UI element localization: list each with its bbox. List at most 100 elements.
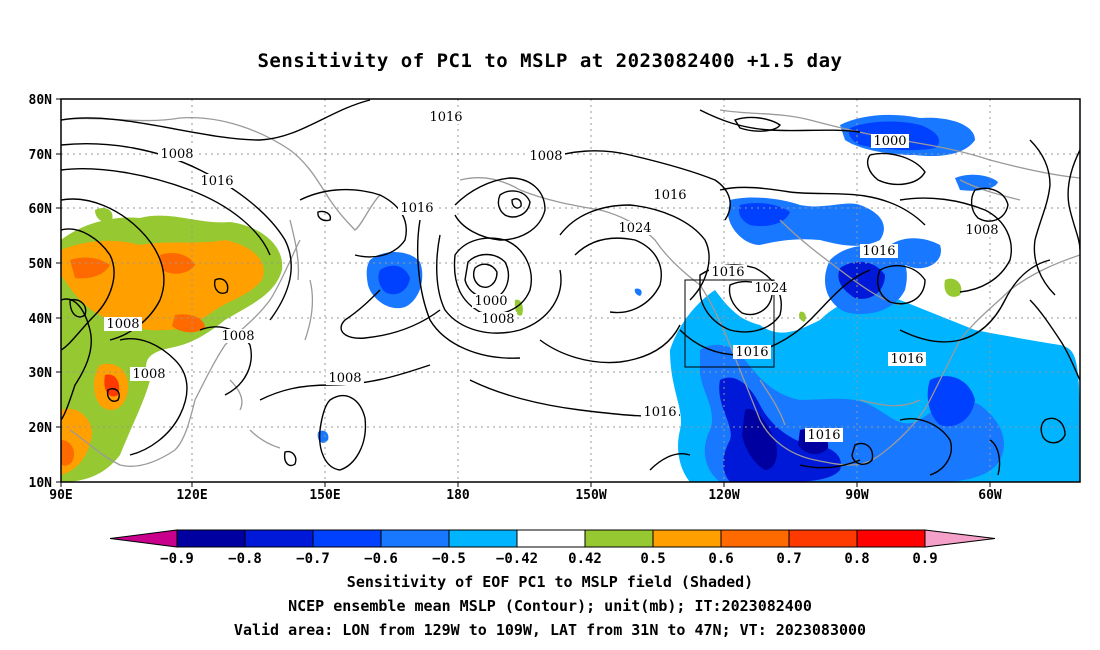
contour-label: 1008 <box>221 329 254 344</box>
contour-label-background <box>472 294 510 308</box>
contour-label: 1016 <box>643 405 676 420</box>
contour-label-background <box>427 110 465 124</box>
coastlines <box>61 109 1080 467</box>
contour-label-background <box>326 371 364 385</box>
colorbar: −0.9 −0.8 −0.7 −0.6 −0.5 −0.42 0.42 0.5 0.6 0.7 0.… <box>109 529 996 567</box>
colorbar-segment <box>448 529 518 548</box>
contour-label-background <box>398 201 436 215</box>
lon-label: 120W <box>708 488 739 503</box>
lat-label: 10N <box>29 476 53 491</box>
contour-label-background <box>219 329 257 343</box>
colorbar-segment <box>856 529 926 548</box>
contour-label: 1016 <box>807 428 840 443</box>
contour-label-background <box>479 312 517 326</box>
colorbar-max-extension <box>924 529 996 548</box>
lat-label: 50N <box>29 257 53 272</box>
latitude-labels: 80N 70N 60N 50N 40N 30N 20N 10N <box>29 93 53 491</box>
contour-label-background <box>104 317 142 331</box>
contour-label: 1016 <box>862 244 895 259</box>
lat-label: 60N <box>29 202 53 217</box>
lat-label: 80N <box>29 93 53 108</box>
contour-label: 1008 <box>965 223 998 238</box>
colorbar-segment <box>652 529 722 548</box>
shaded-sensitivity-layer <box>61 114 1080 482</box>
contour-label-background <box>805 428 843 442</box>
contour-label-background <box>158 147 196 161</box>
lat-label: 70N <box>29 148 53 163</box>
contour-label: 1024 <box>754 281 787 296</box>
contour-label-background <box>527 149 565 163</box>
lon-label: 60W <box>978 488 1002 503</box>
lon-label: 90E <box>49 488 72 503</box>
footer-line-valid-area: Valid area: LON from 129W to 109W, LAT f… <box>233 621 867 639</box>
asia-positive-sensitivity <box>61 208 283 482</box>
contour-label-background <box>641 405 679 419</box>
lat-label: 20N <box>29 421 53 436</box>
longitude-labels: 90E 120E 150E 180 150W 120W 90W 60W <box>49 488 1002 503</box>
footer-line-shading: Sensitivity of EOF PC1 to MSLP field (Sh… <box>346 573 754 591</box>
map-title: Sensitivity of PC1 to MSLP at 2023082400… <box>257 50 843 72</box>
contour-label-background <box>963 223 1001 237</box>
colorbar-segment <box>584 529 654 548</box>
colorbar-segment <box>516 529 586 548</box>
contour-label-background <box>651 188 689 202</box>
lon-label: 120E <box>176 488 207 503</box>
colorbar-tick-label: −0.6 <box>364 551 398 567</box>
contour-label: 1016 <box>653 188 686 203</box>
contour-label: 1008 <box>328 371 361 386</box>
contour-label-background <box>888 352 926 366</box>
contour-label: 1024 <box>618 221 651 236</box>
colorbar-tick-label: 0.42 <box>568 551 602 567</box>
lon-label: 180 <box>446 488 470 503</box>
valid-area-box <box>684 279 775 368</box>
colorbar-tick-label: −0.5 <box>432 551 466 567</box>
lat-label: 30N <box>29 366 53 381</box>
contour-label: 1016 <box>890 352 923 367</box>
colorbar-segment <box>720 529 790 548</box>
grid-lines <box>61 99 1080 482</box>
contour-label: 1008 <box>160 147 193 162</box>
contour-label: 1008 <box>481 312 514 327</box>
lon-label: 90W <box>845 488 869 503</box>
contour-label-background <box>733 345 771 359</box>
contour-label: 1000 <box>873 134 906 149</box>
colorbar-tick-label: 0.7 <box>776 551 801 567</box>
colorbar-tick-label: −0.42 <box>496 551 538 567</box>
colorbar-tick-label: 0.5 <box>640 551 665 567</box>
contour-label: 1008 <box>106 317 139 332</box>
colorbar-segment <box>380 529 450 548</box>
contour-label-background <box>709 265 747 279</box>
colorbar-segment <box>788 529 858 548</box>
colorbar-tick-label: 0.6 <box>708 551 733 567</box>
contour-label: 1016 <box>400 201 433 216</box>
contour-label: 1016 <box>735 345 768 360</box>
colorbar-tick-label: 0.8 <box>844 551 869 567</box>
footer-line-contour: NCEP ensemble mean MSLP (Contour); unit(… <box>288 597 812 615</box>
colorbar-segment <box>176 529 246 548</box>
axis-ticks <box>56 98 991 487</box>
contour-label: 1016 <box>429 110 462 125</box>
contour-label: 1000 <box>474 294 507 309</box>
contour-label: 1008 <box>529 149 562 164</box>
lon-label: 150W <box>575 488 606 503</box>
contour-labels: 1016 1008 1016 1008 1016 1016 1024 1016 1024 1000… <box>104 110 1001 443</box>
colorbar-segment <box>244 529 314 548</box>
contour-label-background <box>860 244 898 258</box>
plot-frame <box>60 98 1081 483</box>
lon-label: 150E <box>309 488 340 503</box>
contour-label-background <box>198 174 236 188</box>
contour-label: 1016 <box>200 174 233 189</box>
lat-label: 40N <box>29 312 53 327</box>
colorbar-tick-label: −0.8 <box>228 551 262 567</box>
colorbar-tick-label: −0.9 <box>160 551 194 567</box>
colorbar-segment <box>312 529 382 548</box>
contour-label-background <box>871 134 909 148</box>
contour-label-background <box>130 367 168 381</box>
contour-label: 1016 <box>711 265 744 280</box>
contour-label-background <box>616 221 654 235</box>
contour-label-background <box>752 281 790 295</box>
colorbar-tick-label: 0.9 <box>912 551 937 567</box>
contour-label: 1008 <box>132 367 165 382</box>
america-negative-sensitivity <box>634 114 1080 482</box>
